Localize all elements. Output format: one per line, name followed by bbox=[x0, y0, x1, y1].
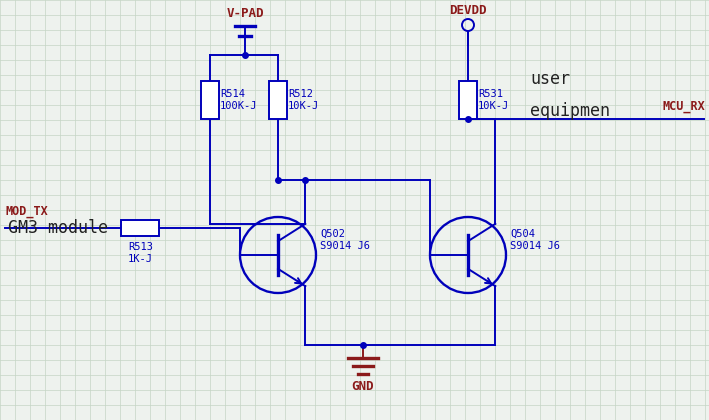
Bar bbox=[201, 81, 219, 119]
Text: R531
10K-J: R531 10K-J bbox=[478, 89, 509, 111]
Text: MOD_TX: MOD_TX bbox=[5, 205, 48, 218]
Bar bbox=[121, 220, 159, 236]
Text: Q504
S9014 J6: Q504 S9014 J6 bbox=[510, 229, 560, 251]
Text: GND: GND bbox=[352, 380, 374, 393]
Text: Q502
S9014 J6: Q502 S9014 J6 bbox=[320, 229, 370, 251]
Text: R514
100K-J: R514 100K-J bbox=[220, 89, 257, 111]
Text: MCU_RX: MCU_RX bbox=[662, 100, 705, 113]
Text: DEVDD: DEVDD bbox=[450, 4, 487, 17]
Text: R512
10K-J: R512 10K-J bbox=[288, 89, 319, 111]
Bar bbox=[269, 81, 287, 119]
Bar bbox=[459, 81, 477, 119]
Text: GM3 module: GM3 module bbox=[8, 219, 108, 237]
Text: user
equipmen: user equipmen bbox=[530, 70, 610, 120]
Text: V-PAD: V-PAD bbox=[226, 7, 264, 20]
Text: R513
1K-J: R513 1K-J bbox=[128, 242, 153, 264]
